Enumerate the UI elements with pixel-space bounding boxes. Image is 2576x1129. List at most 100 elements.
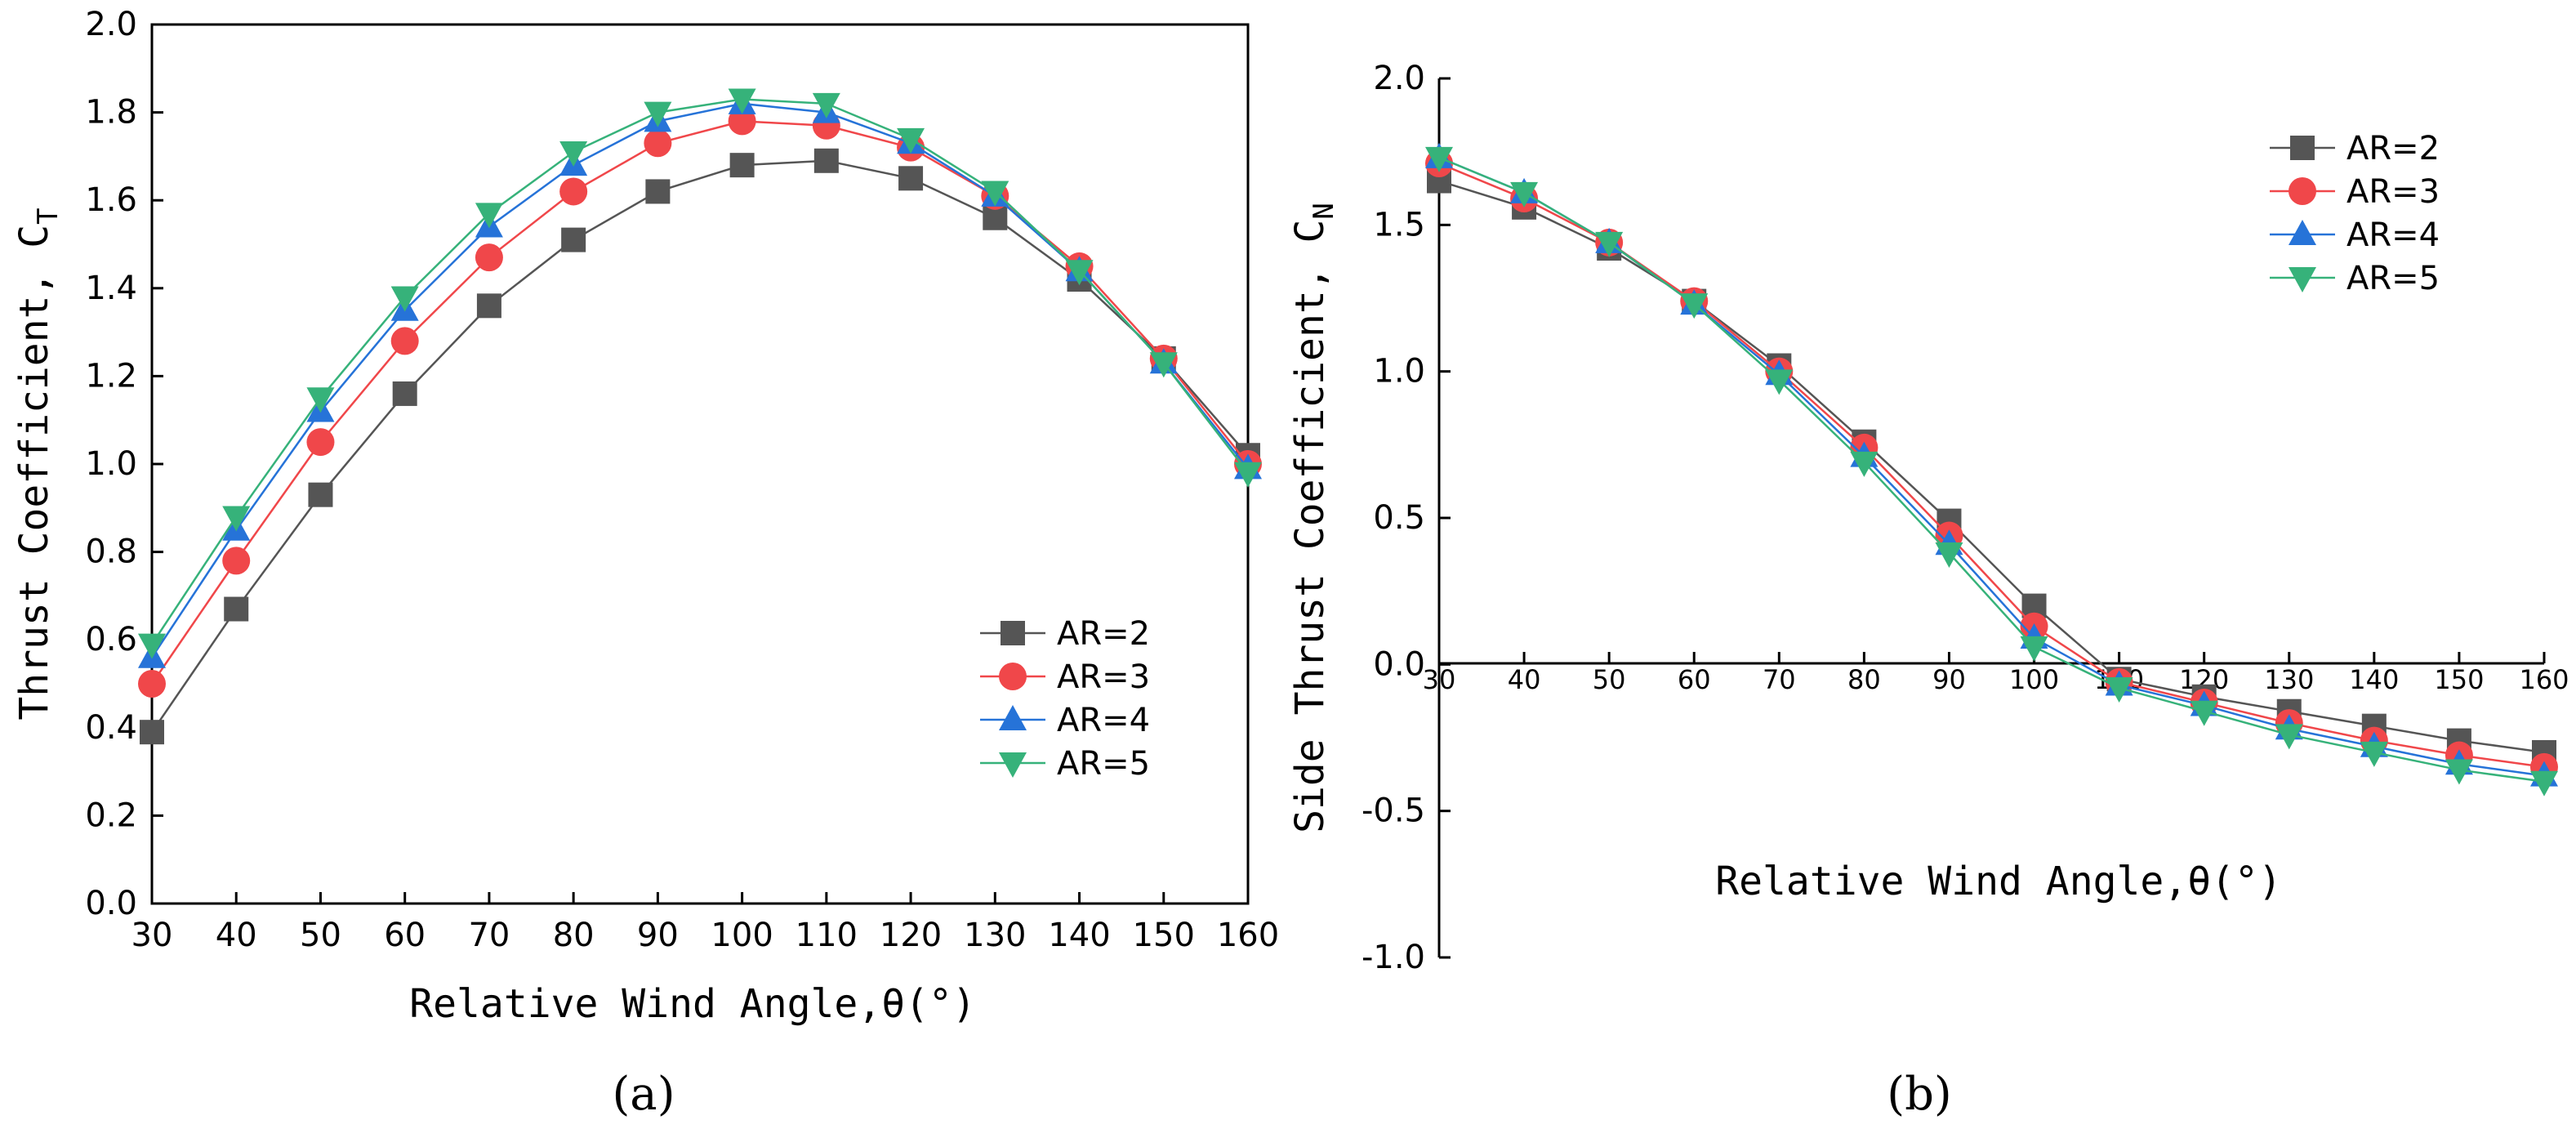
chart-b: -1.0 -0.5 0.0 0.5 1.0 1.5 2.0 30 40 50 60 70 80 90 100… <box>1287 60 2569 976</box>
legend-marker <box>999 752 1027 778</box>
y-tick-label: 0.6 <box>85 621 137 658</box>
legend-marker <box>999 705 1027 730</box>
y-axis-label-main: Thrust Coefficient, C <box>11 225 57 721</box>
y-tick-label: 2.0 <box>85 6 137 43</box>
data-point <box>475 203 503 229</box>
y-tick-label: 0.5 <box>1373 499 1425 537</box>
series-AR=4 <box>138 88 1262 668</box>
x-tick-label: 50 <box>1593 664 1626 695</box>
y-tick-label: 1.4 <box>85 270 137 307</box>
data-point <box>897 127 925 154</box>
x-tick-label: 140 <box>2349 664 2399 695</box>
legend-label: AR=4 <box>2346 216 2440 254</box>
data-point <box>306 428 335 457</box>
x-tick-label: 90 <box>637 917 679 954</box>
data-point <box>728 107 756 136</box>
legend-entry: AR=4 <box>980 702 1150 739</box>
y-tick-label: 1.8 <box>85 94 137 132</box>
data-point <box>140 720 164 745</box>
data-point <box>138 633 166 659</box>
x-tick-label: 60 <box>1678 664 1711 695</box>
y-axis-label: Thrust Coefficient, CT <box>11 208 65 720</box>
data-point <box>2360 741 2388 767</box>
legend-label: AR=3 <box>2346 173 2440 211</box>
y-tick-label: 1.0 <box>1373 353 1425 390</box>
data-point <box>392 381 417 406</box>
legend-entry: AR=4 <box>2270 216 2440 254</box>
data-point <box>390 327 419 355</box>
data-point <box>1510 181 1539 208</box>
y-axis-label-subscript: T <box>32 208 65 224</box>
legend-marker <box>2289 267 2316 292</box>
data-point <box>1234 462 1262 488</box>
legend-label: AR=5 <box>1057 745 1150 783</box>
data-point <box>2530 770 2558 797</box>
data-point <box>981 181 1009 207</box>
data-point <box>1765 369 1794 395</box>
data-point <box>222 506 251 532</box>
series-line <box>1438 180 2545 754</box>
legend-label: AR=5 <box>2346 260 2440 297</box>
x-tick-label: 160 <box>2519 664 2569 695</box>
x-tick-label: 30 <box>1423 664 1456 695</box>
x-axis-label: Relative Wind Angle,θ(°) <box>1715 859 2282 904</box>
x-tick-label: 40 <box>1508 664 1541 695</box>
series-line <box>150 98 1249 645</box>
x-tick-label: 130 <box>2264 664 2314 695</box>
legend-label: AR=3 <box>1057 658 1150 696</box>
legend-entry: AR=5 <box>2270 260 2440 297</box>
legend-marker <box>2290 136 2315 160</box>
legend-marker <box>2289 220 2316 245</box>
series-AR=5 <box>138 88 1262 659</box>
y-tick-label: 1.6 <box>85 181 137 219</box>
x-tick-label: 50 <box>300 917 341 954</box>
data-point <box>1425 146 1453 172</box>
y-tick-label: -0.5 <box>1362 792 1425 830</box>
data-point <box>1595 231 1624 257</box>
data-point <box>476 293 501 319</box>
data-point <box>812 92 840 118</box>
data-point <box>561 227 586 252</box>
x-tick-label: 70 <box>468 917 510 954</box>
data-point <box>1850 451 1879 477</box>
data-point <box>1935 542 1963 569</box>
x-tick-label: 70 <box>1763 664 1796 695</box>
y-tick-label: 0.4 <box>85 709 137 747</box>
data-point <box>1065 260 1094 286</box>
y-axis-label-main: Side Thrust Coefficient, C <box>1287 220 1333 833</box>
series-line <box>150 120 1249 685</box>
legend-marker <box>2289 177 2316 205</box>
data-point <box>2190 700 2218 726</box>
data-point <box>2445 759 2473 785</box>
legend-marker <box>1001 621 1025 645</box>
x-tick-label: 60 <box>384 917 426 954</box>
legend-entry: AR=3 <box>980 658 1150 696</box>
x-tick-label: 150 <box>2434 664 2484 695</box>
data-point <box>2020 636 2048 662</box>
series-line <box>150 159 1249 733</box>
x-tick-label: 40 <box>216 917 257 954</box>
data-point <box>2105 677 2133 703</box>
caption-b: (b) <box>1887 1068 1952 1121</box>
x-tick-label: 130 <box>964 917 1026 954</box>
data-point <box>224 596 249 622</box>
x-tick-label: 110 <box>796 917 858 954</box>
legend-entry: AR=2 <box>980 615 1150 653</box>
data-point <box>390 286 419 312</box>
data-point <box>2275 724 2303 750</box>
data-point <box>813 148 839 173</box>
x-axis-label: Relative Wind Angle,θ(°) <box>409 981 976 1027</box>
x-tick-label: 80 <box>1847 664 1881 695</box>
legend-entry: AR=5 <box>980 745 1150 783</box>
data-point <box>222 547 251 575</box>
data-point <box>898 166 924 191</box>
legend-entry: AR=3 <box>2270 173 2440 211</box>
x-tick-label: 140 <box>1048 917 1110 954</box>
x-tick-label: 100 <box>711 917 773 954</box>
y-axis-label: Side Thrust Coefficient, CN <box>1287 203 1340 833</box>
y-axis-label-subscript: N <box>1308 203 1340 219</box>
data-point <box>138 670 166 698</box>
data-point <box>475 243 503 272</box>
y-tick-label: 2.0 <box>1373 60 1425 97</box>
